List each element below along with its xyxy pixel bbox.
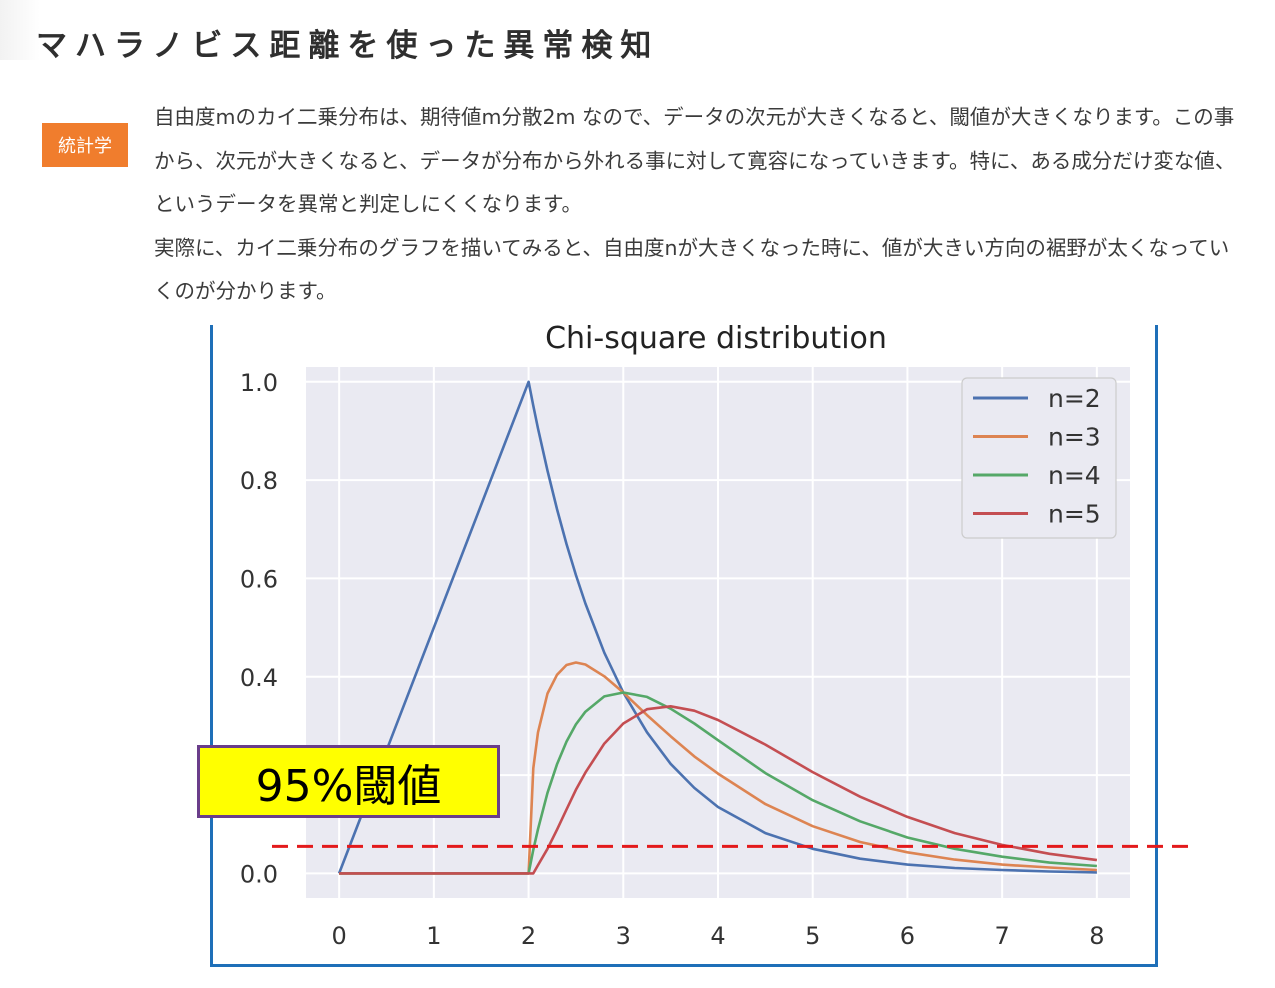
y-tick-label: 0.0 <box>240 860 278 888</box>
x-tick-label: 2 <box>521 922 536 950</box>
y-tick-label: 0.8 <box>240 467 278 495</box>
x-tick-label: 3 <box>616 922 631 950</box>
y-tick-label: 0.4 <box>240 664 278 692</box>
article-body: 自由度mのカイ二乗分布は、期待値m分散2m なので、データの次元が大きくなると、… <box>154 96 1244 314</box>
x-tick-label: 6 <box>900 922 915 950</box>
legend-label: n=2 <box>1048 384 1101 413</box>
legend-label: n=4 <box>1048 461 1101 490</box>
left-fade <box>0 0 40 60</box>
x-tick-label: 1 <box>426 922 441 950</box>
x-tick-label: 4 <box>710 922 725 950</box>
series-line-n=5 <box>339 704 1098 875</box>
series-line-n=4 <box>339 691 1097 875</box>
legend-label: n=5 <box>1048 500 1101 529</box>
y-tick-label: 1.0 <box>240 369 278 397</box>
paragraph-2: 実際に、カイ二乗分布のグラフを描いてみると、自由度nが大きくなった時に、値が大き… <box>154 235 1230 304</box>
x-tick-label: 0 <box>332 922 347 950</box>
legend-box <box>961 377 1117 539</box>
x-tick-label: 5 <box>805 922 820 950</box>
x-tick-label: 8 <box>1089 922 1104 950</box>
chart-frame <box>210 325 1158 967</box>
legend-label: n=3 <box>1048 423 1101 452</box>
threshold-label: 95%閾値 <box>197 745 500 818</box>
page-title: マハラノビス距離を使った異常検知 <box>36 28 660 64</box>
x-tick-label: 7 <box>994 922 1009 950</box>
chart-title: Chi-square distribution <box>545 321 887 356</box>
series-line-n=3 <box>339 661 1097 875</box>
category-badge[interactable]: 統計学 <box>42 123 128 167</box>
y-tick-label: 0.6 <box>240 565 278 593</box>
series-line-n=2 <box>337 380 1097 874</box>
paragraph-1: 自由度mのカイ二乗分布は、期待値m分散2m なので、データの次元が大きくなると、… <box>154 105 1236 216</box>
